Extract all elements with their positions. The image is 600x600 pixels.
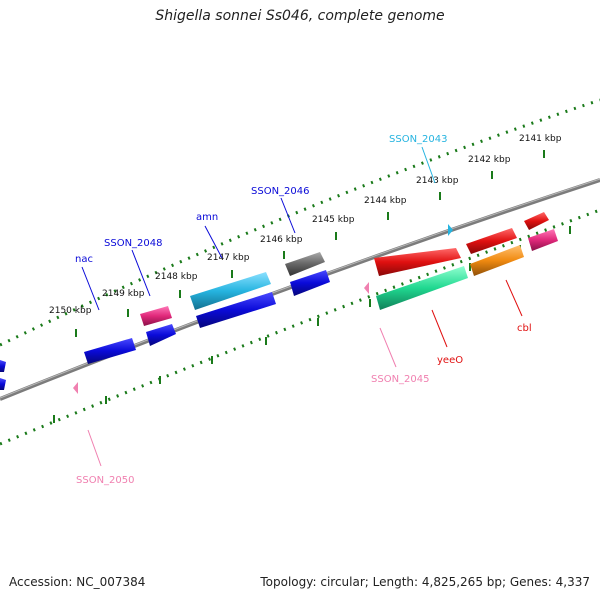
- gene-label-sson-2045: SSON_2045: [371, 374, 430, 385]
- label-leader-lines: [81, 146, 523, 467]
- gene-label-sson-2050: SSON_2050: [76, 475, 135, 486]
- gene-labels: SSON_2043 SSON_2046 amn SSON_2048 nac cb…: [75, 134, 532, 486]
- tick-label: 2149 kbp: [102, 289, 145, 299]
- small-feature-marker: [73, 382, 78, 394]
- gene-label-nac: nac: [75, 254, 93, 265]
- small-feature-marker: [448, 224, 453, 236]
- gene-feature: [285, 252, 325, 276]
- gene-feature: [466, 228, 517, 254]
- tick-label: 2146 kbp: [260, 235, 303, 245]
- forward-strand-genes: [140, 212, 549, 326]
- tick-label: 2141 kbp: [519, 134, 562, 144]
- gene-feature: [524, 212, 549, 230]
- gene-feature: [196, 292, 276, 328]
- gene-label-sson-2048: SSON_2048: [104, 238, 163, 249]
- reverse-strand-genes: [0, 229, 558, 390]
- gene-label-cbl: cbl: [517, 323, 532, 334]
- gene-feature: [146, 324, 176, 346]
- outer-major-ticks: [75, 150, 545, 337]
- map-title: Shigella sonnei Ss046, complete genome: [155, 8, 445, 24]
- tick-label: 2148 kbp: [155, 272, 198, 282]
- gene-feature: [528, 229, 558, 251]
- tick-label: 2142 kbp: [468, 155, 511, 165]
- accession-text: Accession: NC_007384: [9, 575, 146, 589]
- topology-text: Topology: circular; Length: 4,825,265 bp…: [260, 575, 590, 589]
- gene-feature: [470, 245, 524, 276]
- gene-label-sson-2046: SSON_2046: [251, 186, 310, 197]
- tick-label: 2147 kbp: [207, 253, 250, 263]
- gene-feature: [290, 270, 330, 296]
- gene-feature: [190, 272, 271, 310]
- gene-feature: [0, 360, 6, 372]
- gene-label-yeeo: yeeO: [437, 355, 463, 366]
- gene-feature: [376, 266, 468, 310]
- tick-label: 2150 kbp: [49, 306, 92, 316]
- small-feature-marker: [364, 282, 369, 294]
- tick-label: 2144 kbp: [364, 196, 407, 206]
- outer-tick-track: [0, 98, 600, 347]
- gene-feature: [140, 306, 172, 326]
- tick-label: 2145 kbp: [312, 215, 355, 225]
- gene-feature: [84, 338, 136, 364]
- gene-feature: [374, 248, 461, 276]
- inner-tick-track: [0, 208, 600, 446]
- gene-label-amn: amn: [196, 212, 218, 223]
- tick-labels: 2141 kbp 2142 kbp 2143 kbp 2144 kbp 2145…: [49, 134, 562, 316]
- gene-label-sson-2043: SSON_2043: [389, 134, 448, 145]
- tick-label: 2143 kbp: [416, 176, 459, 186]
- gene-feature: [0, 378, 6, 390]
